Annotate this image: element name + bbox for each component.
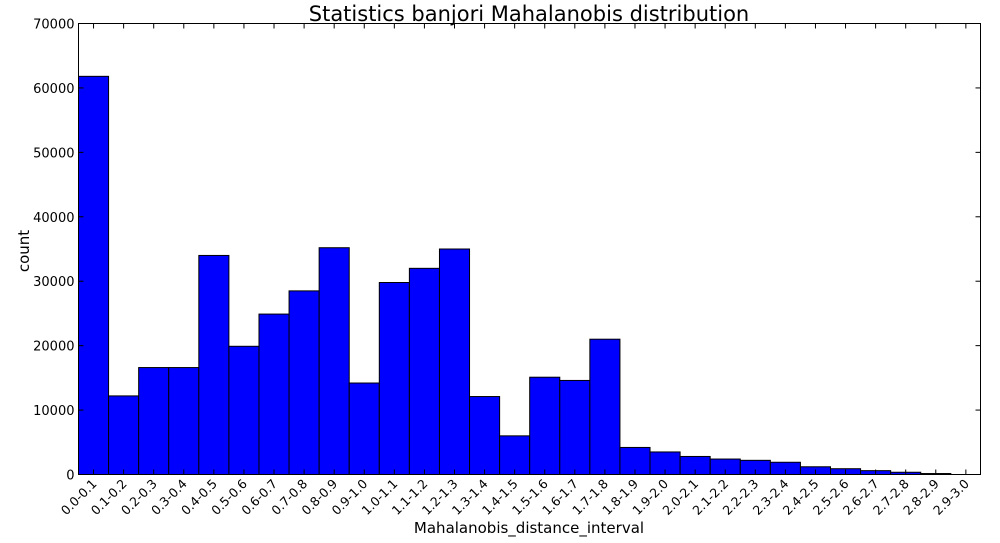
bar-1.6-1.7 bbox=[559, 379, 591, 476]
y-tick-label: 70000 bbox=[33, 18, 74, 33]
chart-title: Statistics banjori Mahalanobis distribut… bbox=[309, 2, 750, 26]
x-axis-label: Mahalanobis_distance_interval bbox=[414, 519, 644, 538]
bar-1.4-1.5 bbox=[499, 435, 531, 476]
y-axis-label: count bbox=[15, 230, 33, 272]
plot-frame bbox=[78, 23, 981, 475]
y-tick-label: 40000 bbox=[33, 211, 74, 226]
bar-0.8-0.9 bbox=[318, 247, 350, 475]
bar-0.3-0.4 bbox=[168, 367, 200, 476]
bar-0.2-0.3 bbox=[138, 367, 170, 476]
bar-0.6-0.7 bbox=[258, 313, 290, 475]
bars-group bbox=[78, 75, 952, 476]
bar-0.4-0.5 bbox=[198, 254, 230, 475]
bar-0.7-0.8 bbox=[288, 290, 320, 475]
bar-1.7-1.8 bbox=[589, 338, 621, 476]
bar-1.3-1.4 bbox=[469, 396, 501, 476]
y-tick-label: 20000 bbox=[33, 340, 74, 355]
bar-0.9-1.0 bbox=[348, 382, 380, 475]
y-tick-label: 50000 bbox=[33, 146, 74, 161]
bar-1.0-1.1 bbox=[378, 282, 410, 476]
y-tick-label: 10000 bbox=[33, 404, 74, 419]
y-axis-ticks: 0 10000 20000 30000 40000 50000 60000 70000 bbox=[33, 18, 981, 484]
y-tick-label: 0 bbox=[66, 469, 74, 484]
bar-0.0-0.1 bbox=[78, 75, 110, 476]
bar-1.5-1.6 bbox=[529, 376, 561, 475]
bar-1.1-1.2 bbox=[408, 267, 440, 476]
y-tick-label: 60000 bbox=[33, 82, 74, 97]
y-tick-label: 30000 bbox=[33, 275, 74, 290]
bar-0.5-0.6 bbox=[228, 345, 260, 475]
bar-0.1-0.2 bbox=[108, 395, 140, 476]
bar-1.2-1.3 bbox=[438, 248, 471, 475]
